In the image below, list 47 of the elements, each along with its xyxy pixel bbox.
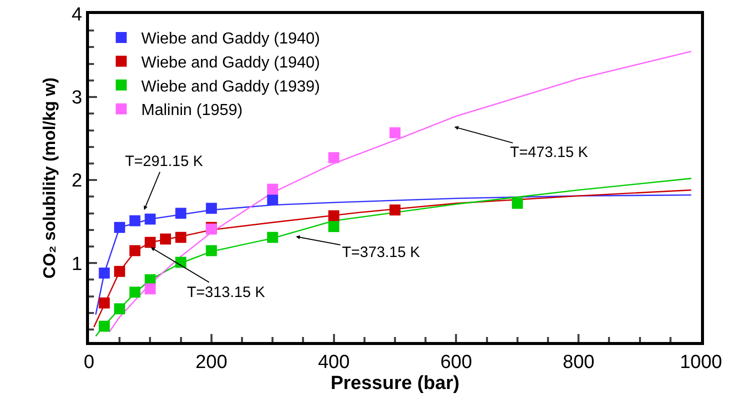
point — [390, 127, 400, 138]
y-tick-label: 2 — [72, 170, 82, 192]
point — [98, 320, 110, 332]
point — [144, 283, 156, 294]
y-axis-title: CO₂ solubility (mol/kg w) — [40, 77, 60, 279]
annotation: T=373.15 K — [342, 244, 420, 261]
point — [328, 221, 340, 232]
point — [512, 198, 523, 209]
legend-label: Wiebe and Gaddy (1939) — [141, 78, 320, 96]
y-tick-label: 4 — [72, 4, 83, 26]
legend-label: Wiebe and Gaddy (1940) — [141, 30, 320, 48]
point — [144, 214, 156, 225]
point — [328, 210, 340, 222]
x-tick-label: 200 — [196, 352, 228, 373]
point — [160, 234, 171, 245]
point — [98, 268, 110, 279]
point — [129, 245, 140, 256]
point — [267, 232, 278, 243]
x-tick-label: 400 — [318, 352, 350, 373]
point — [175, 208, 186, 219]
point — [267, 184, 278, 195]
point — [328, 152, 340, 164]
annotation: T=291.15 K — [125, 153, 203, 170]
legend-label: Wiebe and Gaddy (1940) — [141, 54, 320, 72]
y-tick-label: 3 — [72, 88, 82, 109]
point — [175, 256, 186, 268]
x-axis-title: Pressure (bar) — [330, 372, 460, 394]
x-tick-label: 1000 — [680, 352, 722, 373]
annotation: T=473.15 K — [510, 144, 588, 161]
x-tick-label: 800 — [562, 352, 594, 373]
point — [129, 286, 140, 298]
point — [114, 266, 126, 277]
point — [98, 297, 110, 308]
point — [206, 202, 217, 214]
point — [114, 222, 126, 233]
y-tick-label: 1 — [72, 254, 82, 275]
point — [206, 245, 217, 256]
x-tick-label: 600 — [440, 352, 472, 373]
point — [175, 232, 186, 243]
point — [144, 236, 156, 248]
annotation: T=313.15 K — [187, 284, 265, 301]
point — [114, 303, 126, 314]
point — [390, 204, 400, 216]
point — [129, 215, 140, 226]
point — [267, 194, 278, 206]
legend-label: Malinin (1959) — [141, 102, 243, 120]
x-tick-label: 0 — [84, 352, 94, 373]
